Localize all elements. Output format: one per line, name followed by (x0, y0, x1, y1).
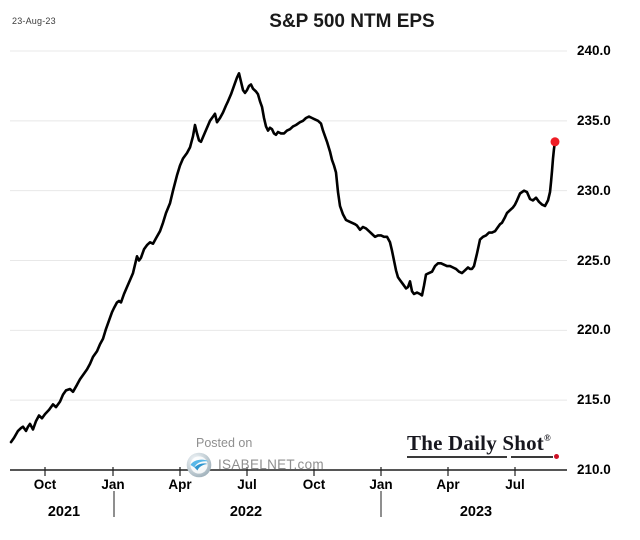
y-axis-tick-label: 235.0 (577, 112, 611, 128)
y-axis-tick-label: 230.0 (577, 182, 611, 198)
daily-shot-red-dot-icon (554, 454, 559, 459)
date-stamp: 23-Aug-23 (12, 16, 56, 26)
y-axis-tick-label: 215.0 (577, 392, 611, 408)
x-axis-year-label: 2023 (459, 504, 493, 520)
x-axis-month-label: Jan (101, 477, 125, 492)
x-axis-month-label: Oct (302, 477, 326, 492)
x-axis-month-label: Oct (33, 477, 57, 492)
eps-line-series (9, 72, 557, 444)
isabelnet-logo-icon (186, 452, 212, 478)
registered-mark: ® (544, 433, 551, 443)
y-axis-tick-label: 225.0 (577, 252, 611, 268)
watermark-posted-on: Posted on (196, 436, 253, 450)
daily-shot-underline (407, 456, 507, 458)
watermark-site-name: ISABELNET.com (218, 457, 324, 472)
daily-shot-underline (511, 456, 553, 458)
x-axis-month-label: Apr (168, 477, 192, 492)
x-axis-month-label: Jul (237, 477, 257, 492)
x-axis-month-label: Apr (436, 477, 460, 492)
daily-shot-logo: The Daily Shot® (407, 431, 567, 465)
page-title: S&P 500 NTM EPS (269, 11, 435, 32)
x-axis-year-label: 2021 (47, 504, 81, 520)
x-axis-year-label: 2022 (229, 504, 263, 520)
daily-shot-wordmark: The Daily Shot (407, 431, 544, 455)
y-axis-tick-label: 220.0 (577, 322, 611, 338)
latest-value-marker (550, 137, 560, 147)
y-axis-tick-label: 210.0 (577, 462, 611, 477)
x-axis-month-label: Jul (505, 477, 525, 492)
x-axis-month-label: Jan (369, 477, 393, 492)
y-axis-tick-label: 240.0 (577, 43, 611, 58)
